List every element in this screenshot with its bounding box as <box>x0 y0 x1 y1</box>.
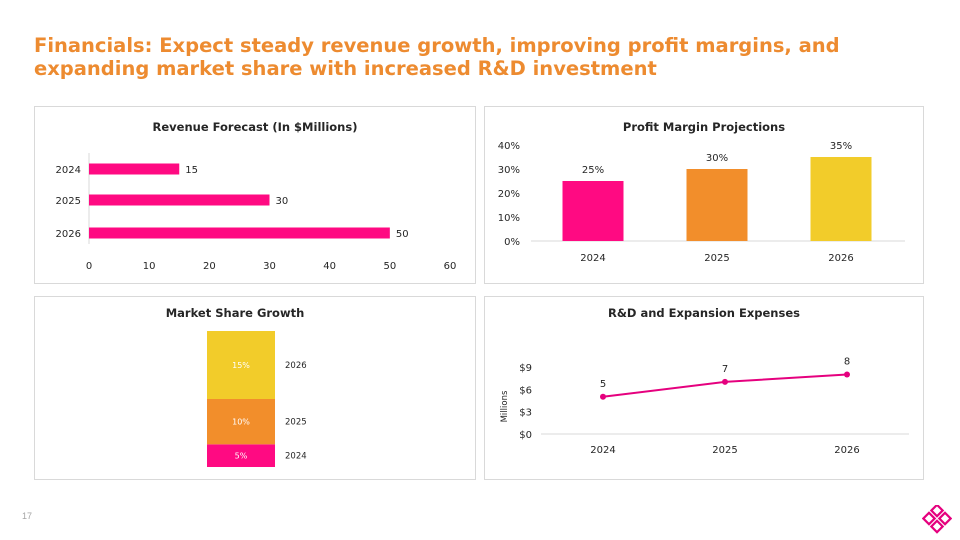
profit-category-label: 2024 <box>580 253 605 264</box>
profit-chart-title: Profit Margin Projections <box>623 120 785 134</box>
rd-chart-title: R&D and Expansion Expenses <box>608 306 800 320</box>
profit-y-tick: 0% <box>504 237 520 248</box>
rd-y-axis-label: Millions <box>500 390 510 422</box>
revenue-bar-2025 <box>89 194 270 206</box>
market-category-label: 2024 <box>285 452 307 462</box>
market-share-panel: Market Share Growth 5% 2024 10% 2025 15% 2026 <box>34 296 476 480</box>
profit-y-tick: 20% <box>498 189 520 200</box>
rd-category-label: 2026 <box>834 445 859 456</box>
revenue-category-label: 2026 <box>56 229 81 240</box>
revenue-data-label: 50 <box>396 229 409 240</box>
revenue-x-tick: 30 <box>263 261 276 272</box>
profit-margin-chart: Profit Margin Projections 0% 10% 20% 30% 40%… <box>498 120 905 264</box>
rd-point-2026 <box>844 371 850 378</box>
market-segment-2024 <box>207 444 275 467</box>
profit-bar-2024 <box>562 181 624 241</box>
rd-data-label: 8 <box>844 356 850 367</box>
rd-point-2024 <box>600 393 606 400</box>
market-share-chart: Market Share Growth 5% 2024 10% 2025 15% 2026 <box>166 306 307 467</box>
rd-y-tick: $0 <box>519 430 532 441</box>
rd-data-label: 5 <box>600 379 606 390</box>
revenue-x-tick: 60 <box>444 261 457 272</box>
revenue-category-label: 2024 <box>56 165 81 176</box>
market-chart-title: Market Share Growth <box>166 306 305 320</box>
market-category-label: 2025 <box>285 418 307 428</box>
market-data-label: 15% <box>232 361 250 370</box>
revenue-forecast-chart: Revenue Forecast (In $Millions) 2024 15 20… <box>56 120 457 272</box>
rd-y-tick: $3 <box>519 408 532 419</box>
rd-y-tick: $9 <box>519 363 532 374</box>
diamond-cluster-icon <box>921 503 953 535</box>
revenue-x-tick: 0 <box>86 261 92 272</box>
profit-bar-2025 <box>686 169 748 241</box>
profit-y-tick: 40% <box>498 141 520 152</box>
profit-category-label: 2025 <box>704 253 729 264</box>
market-segment-2025 <box>207 399 275 445</box>
rd-category-label: 2024 <box>590 445 615 456</box>
rd-series-line <box>602 373 848 398</box>
revenue-data-label: 30 <box>276 196 289 207</box>
profit-margin-panel: Profit Margin Projections 0% 10% 20% 30% 40%… <box>484 106 924 284</box>
market-category-label: 2026 <box>285 361 307 371</box>
revenue-x-tick: 10 <box>143 261 156 272</box>
profit-bar-2026 <box>810 157 872 241</box>
revenue-category-label: 2025 <box>56 196 81 207</box>
page-number: 17 <box>22 511 33 521</box>
revenue-bar-2024 <box>89 163 180 175</box>
revenue-chart-title: Revenue Forecast (In $Millions) <box>153 120 358 134</box>
revenue-bar-2026 <box>89 227 390 239</box>
rd-category-label: 2025 <box>712 445 737 456</box>
profit-category-label: 2026 <box>828 253 853 264</box>
revenue-x-tick: 40 <box>323 261 336 272</box>
rd-point-2025 <box>722 378 728 385</box>
revenue-x-tick: 50 <box>383 261 396 272</box>
revenue-x-tick: 20 <box>203 261 216 272</box>
profit-y-tick: 30% <box>498 165 520 176</box>
market-data-label: 5% <box>235 452 248 461</box>
rd-y-tick: $6 <box>519 385 532 396</box>
profit-data-label: 30% <box>706 153 728 164</box>
rd-expenses-chart: R&D and Expansion Expenses $0 $3 $6 $9 Milli… <box>500 306 909 456</box>
market-segment-2026 <box>207 331 275 399</box>
rd-expenses-panel: R&D and Expansion Expenses $0 $3 $6 $9 Milli… <box>484 296 924 480</box>
revenue-forecast-panel: Revenue Forecast (In $Millions) 2024 15 20… <box>34 106 476 284</box>
rd-data-label: 7 <box>722 364 728 375</box>
profit-data-label: 25% <box>582 165 604 176</box>
market-data-label: 10% <box>232 418 250 427</box>
profit-data-label: 35% <box>830 141 852 152</box>
slide-title: Financials: Expect steady revenue growth… <box>34 34 840 80</box>
revenue-data-label: 15 <box>185 165 198 176</box>
profit-y-tick: 10% <box>498 213 520 224</box>
